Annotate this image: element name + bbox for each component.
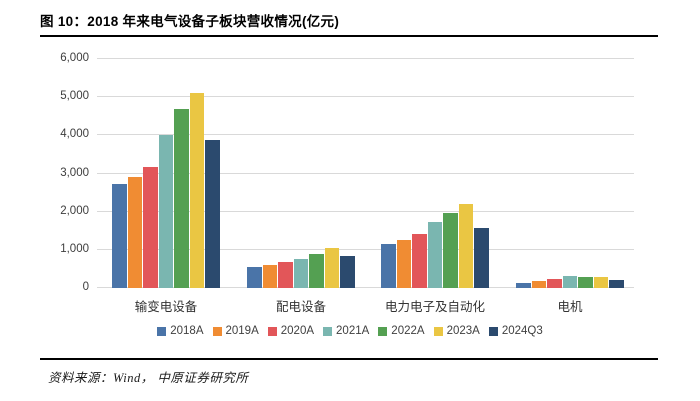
legend-swatch bbox=[157, 326, 167, 336]
legend-label: 2021A bbox=[336, 325, 370, 337]
bar-2021A bbox=[293, 259, 309, 288]
gridline-0 bbox=[97, 287, 634, 288]
bar-group-4 bbox=[516, 58, 624, 288]
y-axis-tick-label: 5,000 bbox=[60, 90, 89, 102]
y-axis-tick-label: 1,000 bbox=[60, 243, 89, 255]
bar-group-1 bbox=[112, 58, 220, 288]
legend-item-2022A: 2022A bbox=[378, 325, 425, 337]
bar-2024Q3 bbox=[474, 228, 489, 288]
bar-chart-plot-area: 0 1,000 2,000 3,000 4,000 5,000 6,000 输变电设备 配电设备… bbox=[60, 52, 634, 314]
legend-swatch bbox=[212, 326, 222, 336]
x-axis-category-label: 输变电设备 bbox=[134, 300, 198, 314]
bar-2018A bbox=[516, 283, 531, 288]
chart-legend: 2018A 2019A 2020A 2021A 2022A 2023A 2024Q3 bbox=[0, 325, 700, 337]
bar-2020A bbox=[143, 167, 158, 288]
bar-2022A bbox=[443, 213, 458, 288]
legend-label: 2022A bbox=[391, 325, 425, 337]
source-note: 资料来源：Wind， 中原证券研究所 bbox=[48, 371, 249, 385]
legend-item-2021A: 2021A bbox=[323, 325, 369, 337]
figure-title: 图 10：2018 年来电气设备子板块营收情况(亿元) bbox=[40, 14, 340, 29]
legend-label: 2024Q3 bbox=[501, 325, 543, 337]
legend-item-2020A: 2020A bbox=[267, 325, 315, 337]
bar-2024Q3 bbox=[205, 140, 220, 288]
x-axis-category-label: 电机 bbox=[557, 300, 583, 314]
legend-label: 2019A bbox=[225, 325, 259, 337]
figure-footer: 资料来源：Wind， 中原证券研究所 bbox=[40, 358, 658, 387]
bar-2019A bbox=[262, 265, 278, 288]
bar-2023A bbox=[189, 93, 205, 288]
bar-2022A bbox=[174, 109, 189, 288]
gridline-1000 bbox=[97, 249, 634, 250]
bar-2019A bbox=[127, 177, 143, 288]
gridline-4000 bbox=[97, 134, 634, 135]
figure-header: 图 10：2018 年来电气设备子板块营收情况(亿元) bbox=[40, 10, 658, 37]
bar-2023A bbox=[324, 248, 340, 288]
bar-2024Q3 bbox=[340, 256, 355, 288]
gridline-3000 bbox=[97, 173, 634, 174]
bar-2019A bbox=[396, 240, 412, 288]
legend-swatch bbox=[267, 326, 277, 336]
x-axis-category-label: 配电设备 bbox=[275, 300, 326, 314]
bar-2020A bbox=[278, 262, 293, 288]
legend-swatch bbox=[323, 326, 333, 336]
x-axis-category-label: 电力电子及自动化 bbox=[384, 300, 485, 314]
gridline-6000 bbox=[97, 58, 634, 59]
legend-item-2023A: 2023A bbox=[433, 325, 480, 337]
y-axis-tick-label: 2,000 bbox=[60, 205, 89, 217]
bar-2021A bbox=[427, 222, 443, 288]
bar-2018A bbox=[112, 184, 127, 288]
legend-item-2019A: 2019A bbox=[212, 325, 259, 337]
legend-label: 2020A bbox=[280, 325, 315, 337]
bar-2021A bbox=[158, 135, 174, 288]
bar-2022A bbox=[578, 277, 593, 288]
bar-2018A bbox=[247, 267, 262, 288]
gridline-2000 bbox=[97, 211, 634, 212]
bar-2021A bbox=[562, 276, 578, 288]
bar-2020A bbox=[547, 279, 562, 288]
bar-2023A bbox=[593, 277, 609, 288]
bar-2018A bbox=[381, 244, 396, 288]
legend-swatch bbox=[488, 326, 498, 336]
y-axis-tick-label: 3,000 bbox=[60, 167, 89, 179]
bar-2023A bbox=[458, 204, 474, 288]
bar-group-2 bbox=[247, 58, 355, 288]
y-axis-tick-label: 0 bbox=[82, 281, 89, 293]
legend-label: 2018A bbox=[170, 325, 204, 337]
bar-2020A bbox=[412, 234, 427, 288]
gridline-5000 bbox=[97, 96, 634, 97]
legend-swatch bbox=[433, 326, 443, 336]
legend-label: 2023A bbox=[446, 325, 480, 337]
y-axis-tick-label: 4,000 bbox=[60, 128, 89, 140]
bar-2024Q3 bbox=[609, 280, 624, 288]
legend-item-2024Q3: 2024Q3 bbox=[488, 325, 543, 337]
bar-2022A bbox=[309, 254, 324, 288]
y-axis-tick-label: 6,000 bbox=[60, 52, 89, 64]
legend-item-2018A: 2018A bbox=[157, 325, 204, 337]
legend-swatch bbox=[378, 326, 388, 336]
bar-group-3 bbox=[381, 58, 489, 288]
bar-2019A bbox=[531, 281, 547, 288]
